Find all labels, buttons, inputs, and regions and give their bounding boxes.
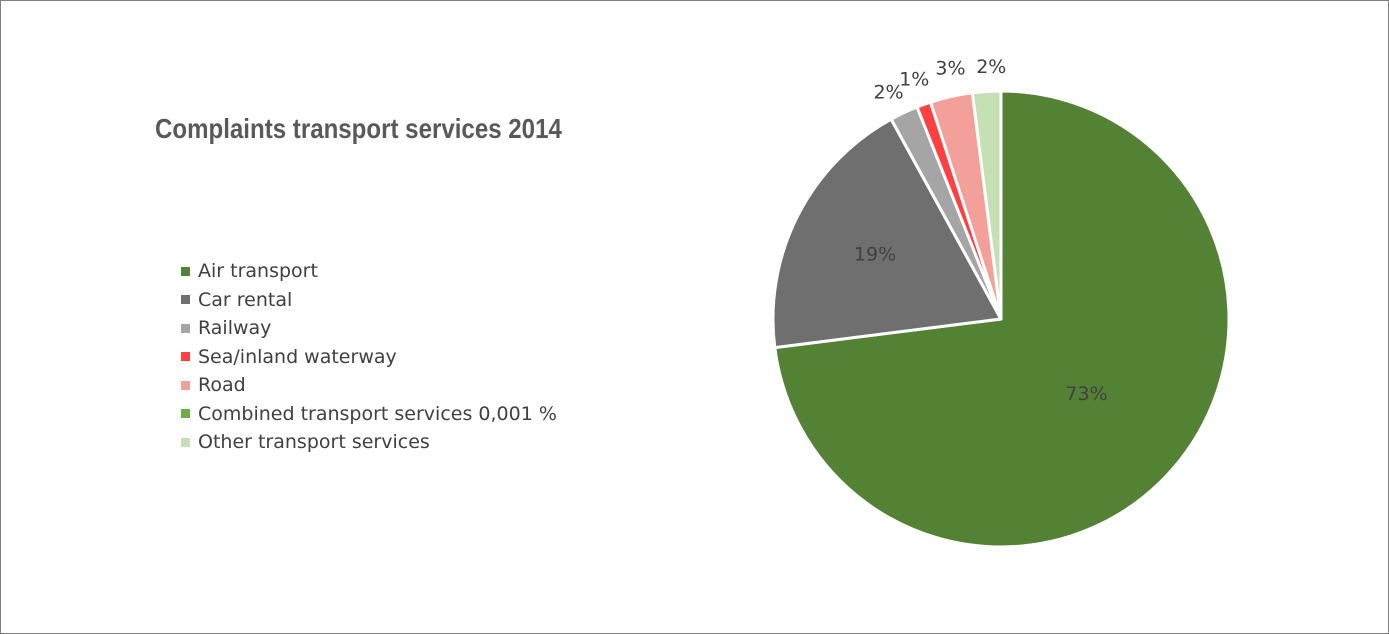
- slice-data-label: 73%: [1065, 383, 1107, 405]
- slice-data-label: 19%: [854, 243, 896, 265]
- legend-label: Air transport: [198, 260, 318, 283]
- legend-item: Combined transport services 0,001 %: [181, 400, 557, 429]
- legend-item: Railway: [181, 314, 557, 343]
- legend-swatch: [181, 295, 190, 305]
- legend-item: Sea/inland waterway: [181, 343, 557, 372]
- legend-label: Railway: [198, 317, 272, 340]
- legend-swatch: [181, 380, 190, 390]
- slice-data-label: 3%: [935, 58, 965, 80]
- chart-legend: Air transport Car rental Railway Sea/inl…: [181, 257, 557, 457]
- chart-title: Complaints transport services 2014: [155, 113, 562, 144]
- pie-slice: [771, 117, 1003, 350]
- legend-item: Other transport services: [181, 428, 557, 457]
- legend-swatch: [181, 437, 190, 447]
- legend-label: Other transport services: [198, 431, 430, 454]
- legend-item: Air transport: [181, 257, 557, 286]
- legend-label: Road: [198, 374, 246, 397]
- legend-swatch: [181, 409, 190, 419]
- slice-data-label: 2%: [873, 81, 903, 103]
- pie-slice: [970, 89, 1003, 321]
- legend-item: Car rental: [181, 286, 557, 315]
- legend-label: Sea/inland waterway: [198, 345, 397, 368]
- legend-label: Car rental: [198, 288, 293, 311]
- legend-swatch: [181, 323, 190, 333]
- legend-item: Road: [181, 371, 557, 400]
- legend-label: Combined transport services 0,001 %: [198, 402, 557, 425]
- legend-swatch: [181, 266, 190, 276]
- legend-swatch: [181, 352, 190, 362]
- slice-data-label: 2%: [976, 56, 1006, 78]
- slice-data-label: 1%: [899, 68, 929, 90]
